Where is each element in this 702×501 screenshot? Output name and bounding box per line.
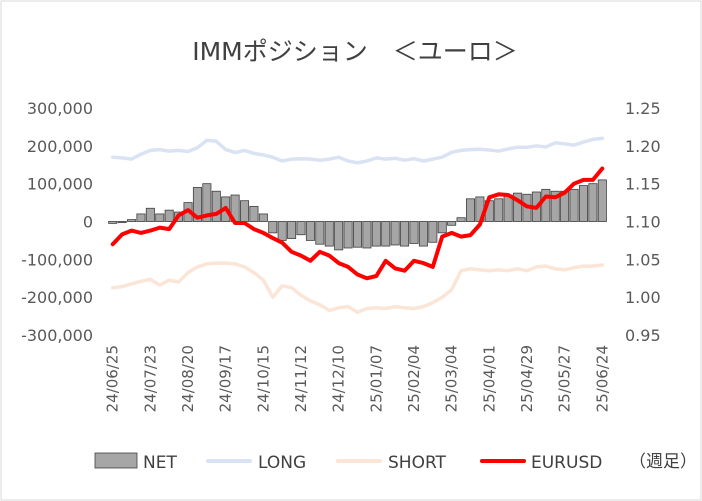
net-bar — [400, 221, 410, 247]
short-line — [110, 261, 605, 315]
net-bar — [494, 198, 504, 222]
net-bar — [428, 221, 438, 243]
net-bar — [324, 221, 334, 247]
eurusd-line — [110, 166, 605, 281]
net-bar — [258, 213, 268, 222]
x-tick-label: 25/05/27 — [556, 345, 574, 412]
y-left-tick-label: 100,000 — [27, 175, 93, 194]
net-bar — [202, 183, 212, 222]
net-bar — [465, 198, 475, 222]
net-bar — [240, 200, 250, 222]
net-bar — [578, 185, 588, 222]
net-bar — [569, 188, 579, 222]
net-bar — [550, 190, 560, 222]
x-tick-label: 24/11/12 — [292, 345, 310, 412]
net-bar — [136, 213, 146, 222]
y-left-ticks: 300,000 200,000 100,000 0 -100,000 -200,000 -3… — [21, 99, 93, 345]
x-tick-label: 25/04/01 — [480, 345, 498, 412]
legend-swatch-net — [94, 452, 138, 469]
y-left-tick-label: 0 — [83, 213, 93, 232]
net-bar — [155, 213, 165, 222]
chart-title: IMMポジション ＜ユーロ＞ — [192, 37, 518, 66]
x-tick-label: 25/02/04 — [405, 345, 423, 412]
y-left-tick-label: 300,000 — [27, 99, 93, 118]
x-tick-label: 25/04/29 — [518, 345, 536, 412]
net-bar — [362, 221, 372, 249]
net-bar — [268, 221, 278, 234]
period-note: （週足） — [629, 452, 697, 472]
net-bar — [503, 194, 513, 222]
x-tick-label: 24/12/10 — [330, 345, 348, 412]
x-tick-label: 25/06/24 — [593, 345, 611, 412]
net-bar — [541, 188, 551, 222]
y-right-tick-label: 1.10 — [625, 213, 661, 232]
y-left-tick-label: -100,000 — [21, 250, 93, 269]
net-bar — [287, 221, 297, 239]
net-bar — [418, 221, 428, 247]
net-bar — [456, 217, 466, 222]
legend-label: NET — [143, 453, 177, 473]
net-bar — [447, 221, 457, 226]
y-right-tick-label: 1.00 — [625, 288, 661, 307]
long-line — [110, 136, 605, 165]
legend-label: LONG — [258, 453, 306, 473]
net-bar — [249, 205, 259, 222]
net-bar — [211, 190, 221, 222]
net-bar — [315, 221, 325, 245]
net-bar — [381, 221, 391, 247]
net-bar — [277, 221, 287, 241]
x-tick-label: 24/08/20 — [179, 345, 197, 412]
net-bar — [305, 221, 315, 241]
net-bar — [296, 221, 306, 236]
net-bar — [352, 221, 363, 248]
x-tick-label: 24/09/17 — [217, 345, 235, 412]
x-tick-label: 24/07/23 — [141, 345, 159, 412]
net-bar — [108, 221, 118, 224]
x-tick-label: 24/06/25 — [104, 345, 122, 412]
series-lines — [110, 136, 605, 315]
net-bar — [437, 221, 447, 234]
y-right-tick-label: 0.95 — [625, 326, 661, 345]
y-right-ticks: 1.25 1.20 1.15 1.10 1.05 1.00 0.95 — [625, 99, 661, 345]
net-bar — [371, 221, 381, 247]
net-bar — [145, 207, 155, 222]
net-bar — [588, 183, 598, 222]
y-left-tick-label: -200,000 — [21, 288, 93, 307]
y-right-tick-label: 1.25 — [625, 99, 661, 118]
net-bar — [192, 187, 202, 222]
net-bar — [409, 221, 419, 244]
net-bar — [127, 219, 137, 222]
legend: NET LONG SHORT EURUSD — [94, 452, 602, 473]
y-right-tick-label: 1.20 — [625, 137, 661, 156]
y-left-tick-label: -300,000 — [21, 326, 93, 345]
net-bar — [343, 221, 353, 249]
legend-label: SHORT — [388, 453, 447, 473]
net-bar — [117, 221, 127, 224]
y-right-tick-label: 1.05 — [625, 250, 661, 269]
net-bar — [597, 179, 607, 222]
legend-label: EURUSD — [531, 453, 602, 473]
x-ticks: 24/06/25 24/07/23 24/08/20 24/09/17 24/10/15… — [104, 345, 612, 412]
x-tick-label: 25/01/07 — [367, 345, 385, 412]
net-bar — [513, 192, 523, 222]
y-left-tick-label: 200,000 — [27, 137, 93, 156]
net-bar — [390, 221, 400, 246]
net-bar — [334, 221, 344, 251]
x-tick-label: 24/10/15 — [254, 345, 272, 412]
net-bar — [164, 209, 174, 222]
y-right-tick-label: 1.15 — [625, 175, 661, 194]
x-tick-label: 25/03/04 — [443, 345, 461, 412]
